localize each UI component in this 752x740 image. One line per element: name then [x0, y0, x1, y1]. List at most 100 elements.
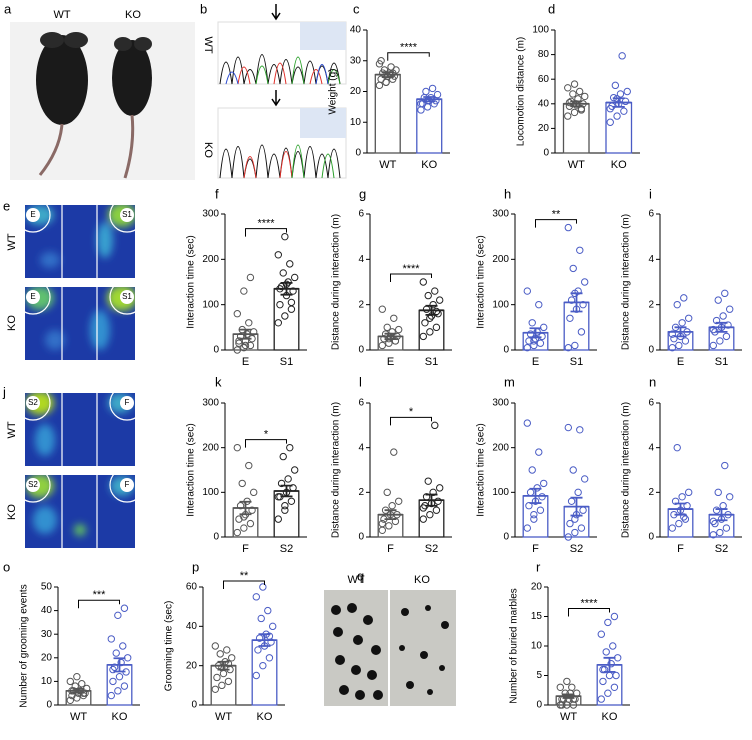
- significance-label: ***: [93, 589, 107, 601]
- data-point: [259, 661, 267, 670]
- error-bar: [564, 496, 589, 517]
- data-point: [681, 515, 690, 523]
- mouse: [36, 35, 88, 125]
- panel-letter: q: [357, 568, 364, 583]
- data-point: [233, 528, 242, 537]
- data-point: [378, 305, 386, 313]
- data-point: [719, 502, 727, 510]
- data-point: [530, 515, 538, 523]
- data-point: [523, 287, 531, 295]
- data-point: [107, 691, 116, 700]
- panel-letter: i: [649, 186, 652, 201]
- data-point: [714, 296, 722, 304]
- data-point: [216, 650, 224, 658]
- data-point: [248, 506, 256, 514]
- data-point: [236, 332, 245, 341]
- mouse-tail: [38, 123, 64, 176]
- data-point: [388, 502, 396, 510]
- data-point: [579, 300, 587, 309]
- y-axis-label: Number of buried marbles: [509, 588, 520, 704]
- data-point: [675, 341, 683, 350]
- panel-letter: b: [200, 1, 207, 16]
- data-point: [685, 314, 693, 322]
- y-tick-label: 20: [531, 582, 543, 593]
- data-point: [274, 251, 282, 259]
- data-point: [284, 475, 292, 483]
- data-point: [434, 497, 442, 505]
- x-tick-label: F: [387, 543, 394, 555]
- data-point: [613, 112, 621, 120]
- y-tick-label: 0: [46, 700, 52, 711]
- data-point: [540, 479, 548, 488]
- error-bar: [416, 96, 442, 103]
- error-bar: [668, 502, 693, 516]
- y-tick-label: 0: [503, 532, 509, 543]
- data-point: [284, 278, 292, 286]
- data-point: [609, 642, 617, 650]
- data-point: [233, 346, 242, 354]
- error-bar: [233, 500, 258, 516]
- significance-bracket: [78, 599, 120, 609]
- data-point: [388, 328, 396, 336]
- x-tick-label: WT: [70, 711, 87, 723]
- error-bar: [274, 484, 299, 498]
- data-point: [233, 443, 242, 452]
- y-tick-label: 60: [186, 582, 198, 593]
- arrow: [271, 4, 281, 21]
- y-tick-label: 200: [492, 254, 509, 265]
- data-point: [419, 332, 427, 341]
- data-point: [528, 319, 536, 327]
- y-tick-label: 2: [648, 487, 654, 498]
- data-point: [114, 611, 122, 620]
- y-tick-label: 0: [648, 345, 654, 356]
- error-bar: [375, 71, 401, 78]
- data-point: [568, 683, 576, 691]
- data-point: [245, 461, 253, 470]
- error-bar: [107, 657, 132, 673]
- trace: [237, 62, 323, 85]
- data-point: [233, 310, 242, 318]
- data-point: [235, 339, 243, 347]
- data-point: [523, 524, 531, 532]
- y-tick-label: 6: [358, 398, 364, 409]
- y-axis-label: Distance during interaction (m): [331, 402, 342, 538]
- zone-label: S1: [122, 292, 132, 301]
- heatmap-label: KO: [6, 504, 18, 520]
- data-point: [525, 337, 533, 345]
- heatmap-label: WT: [6, 233, 18, 250]
- error-bar: [563, 100, 589, 108]
- error-bar: [66, 688, 91, 694]
- data-point: [599, 677, 607, 686]
- data-point: [569, 90, 577, 98]
- data-point: [722, 332, 731, 341]
- panel-letter: k: [215, 374, 222, 389]
- data-point: [109, 665, 117, 674]
- mouse-ear: [114, 37, 132, 51]
- data-point: [577, 524, 586, 532]
- data-point: [726, 493, 734, 501]
- data-point: [235, 515, 243, 523]
- data-point: [709, 517, 717, 526]
- y-tick-label: 0: [648, 532, 654, 543]
- data-point: [623, 87, 631, 96]
- y-tick-label: 40: [538, 98, 550, 109]
- data-point: [119, 642, 127, 650]
- data-point: [426, 328, 434, 336]
- data-point: [571, 341, 579, 350]
- data-point: [281, 506, 289, 514]
- data-point: [620, 107, 628, 115]
- significance-label: ****: [400, 42, 418, 54]
- data-point: [611, 81, 620, 90]
- y-tick-label: 0: [191, 700, 197, 711]
- data-point: [668, 524, 676, 532]
- x-tick-label: S1: [715, 356, 728, 368]
- panel-letter: r: [536, 559, 541, 574]
- trace: [225, 64, 329, 85]
- error-bar: [523, 487, 548, 504]
- data-point: [424, 477, 432, 485]
- panel-letter: o: [3, 559, 10, 574]
- data-point: [526, 488, 535, 497]
- y-tick-label: 200: [202, 442, 219, 453]
- arrow: [271, 90, 281, 107]
